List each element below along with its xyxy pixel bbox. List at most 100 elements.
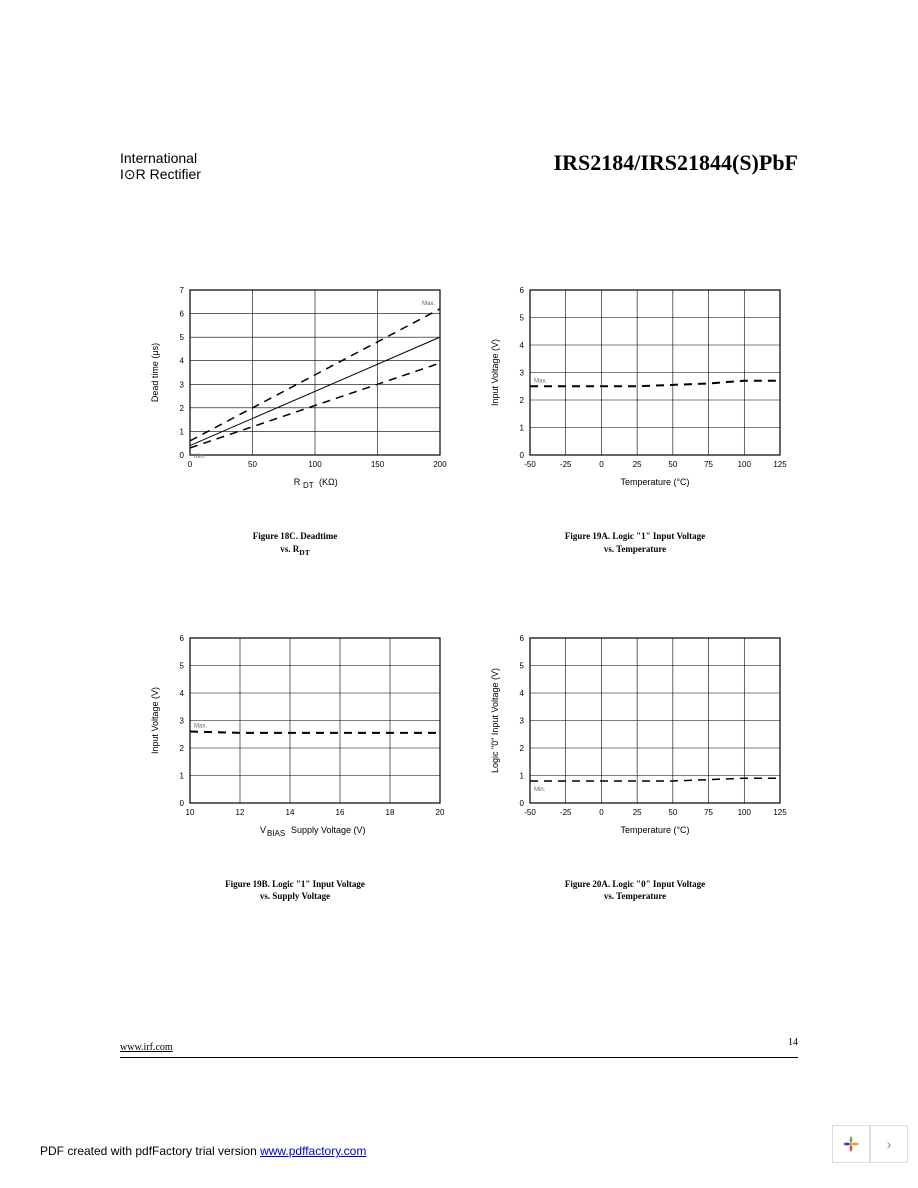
svg-text:0: 0 [180, 799, 185, 808]
svg-text:50: 50 [668, 460, 677, 469]
chart-19b-caption: Figure 19B. Logic "1" Input Voltage vs. … [140, 878, 450, 903]
caption-sub: DT [299, 547, 309, 556]
page-footer: www.irf.com 14 [120, 1037, 798, 1058]
svg-text:5: 5 [180, 661, 185, 670]
part-number-title: IRS2184/IRS21844(S)PbF [554, 150, 798, 176]
chart-row-1: 05010015020001234567Max.Min.Dead time (μ… [140, 280, 790, 558]
svg-text:50: 50 [248, 460, 257, 469]
svg-text:V: V [260, 825, 266, 835]
svg-text:Input Voltage (V): Input Voltage (V) [490, 339, 500, 406]
svg-text:Logic "0" Input Voltage (V): Logic "0" Input Voltage (V) [490, 668, 500, 773]
svg-text:Min.: Min. [534, 787, 546, 793]
svg-text:-25: -25 [560, 460, 572, 469]
page: International I⊙R Rectifier IRS2184/IRS2… [0, 0, 918, 1188]
svg-text:4: 4 [520, 689, 525, 698]
svg-text:150: 150 [371, 460, 385, 469]
flower-svg [841, 1134, 861, 1154]
svg-text:R: R [294, 477, 301, 487]
svg-text:5: 5 [520, 661, 525, 670]
chart-19b-svg: 1012141618200123456Max.Input Voltage (V)… [140, 628, 450, 848]
svg-text:1: 1 [520, 424, 525, 433]
svg-text:2: 2 [520, 744, 525, 753]
svg-text:-25: -25 [560, 808, 572, 817]
footer-rule [120, 1057, 798, 1058]
svg-text:1: 1 [520, 771, 525, 780]
svg-text:3: 3 [520, 716, 525, 725]
chart-row-2: 1012141618200123456Max.Input Voltage (V)… [140, 628, 790, 903]
svg-text:1: 1 [180, 427, 185, 436]
chart-19a-svg: -50-2502550751001250123456Max.Input Volt… [480, 280, 790, 500]
svg-text:DT: DT [303, 481, 314, 490]
svg-text:Max.: Max. [422, 301, 435, 307]
caption-line: Figure 19A. Logic "1" Input Voltage [565, 531, 705, 541]
svg-text:0: 0 [599, 460, 604, 469]
caption-line: Figure 18C. Deadtime [253, 531, 338, 541]
chart-19a: -50-2502550751001250123456Max.Input Volt… [480, 280, 790, 558]
caption-line: vs. Supply Voltage [260, 891, 330, 901]
svg-text:6: 6 [520, 634, 525, 643]
footer-url[interactable]: www.irf.com [120, 1042, 173, 1053]
watermark-text: PDF created with pdfFactory trial versio… [40, 1144, 260, 1158]
svg-text:75: 75 [704, 808, 713, 817]
svg-text:2: 2 [180, 744, 185, 753]
svg-text:25: 25 [633, 808, 642, 817]
svg-text:50: 50 [668, 808, 677, 817]
svg-text:10: 10 [186, 808, 195, 817]
svg-text:4: 4 [180, 357, 185, 366]
svg-text:2: 2 [520, 396, 525, 405]
svg-text:3: 3 [520, 369, 525, 378]
chart-19a-caption: Figure 19A. Logic "1" Input Voltage vs. … [480, 530, 790, 555]
charts-area: 05010015020001234567Max.Min.Dead time (μ… [140, 280, 790, 973]
chart-20a: -50-2502550751001250123456Min.Logic "0" … [480, 628, 790, 903]
brand-logo: International I⊙R Rectifier [120, 150, 201, 183]
svg-text:2: 2 [180, 404, 185, 413]
caption-line: vs. Temperature [604, 891, 666, 901]
svg-text:12: 12 [236, 808, 245, 817]
svg-text:100: 100 [738, 460, 752, 469]
chart-18c-caption: Figure 18C. Deadtime vs. RDT [140, 530, 450, 558]
logo-line1: International [120, 150, 201, 166]
svg-text:Input Voltage (V): Input Voltage (V) [150, 687, 160, 754]
pdf-watermark-bar: PDF created with pdfFactory trial versio… [40, 1144, 918, 1158]
svg-text:125: 125 [773, 460, 787, 469]
svg-text:(KΩ): (KΩ) [319, 477, 338, 487]
svg-text:0: 0 [188, 460, 193, 469]
svg-text:200: 200 [433, 460, 447, 469]
svg-text:20: 20 [436, 808, 445, 817]
svg-text:6: 6 [180, 310, 185, 319]
flower-icon[interactable] [832, 1125, 870, 1163]
watermark-link[interactable]: www.pdffactory.com [260, 1144, 366, 1158]
chart-18c: 0 50 100 150 200 0 1 2 3 4 5 6 7 Max. Min. Dead time (μ… [140, 280, 450, 558]
svg-text:6: 6 [520, 286, 525, 295]
svg-text:7: 7 [180, 286, 185, 295]
next-page-button[interactable]: › [870, 1125, 908, 1163]
chart-18c-svg: 0 50 100 150 200 0 1 2 3 4 5 6 7 Max. Min. Dead time (μ… [140, 280, 450, 500]
svg-text:0: 0 [520, 451, 525, 460]
svg-text:3: 3 [180, 716, 185, 725]
caption-line: Figure 20A. Logic "0" Input Voltage [565, 879, 705, 889]
viewer-nav-buttons: › [832, 1125, 908, 1163]
svg-text:5: 5 [520, 314, 525, 323]
svg-text:4: 4 [180, 689, 185, 698]
svg-text:6: 6 [180, 634, 185, 643]
svg-text:Min.: Min. [194, 454, 206, 460]
svg-text:-50: -50 [524, 808, 536, 817]
svg-text:0: 0 [599, 808, 604, 817]
caption-line: vs. R [280, 544, 299, 554]
caption-line: vs. Temperature [604, 544, 666, 554]
svg-text:18: 18 [386, 808, 395, 817]
svg-text:0: 0 [180, 451, 185, 460]
svg-text:Dead time (μs): Dead time (μs) [150, 343, 160, 402]
caption-line: Figure 19B. Logic "1" Input Voltage [225, 879, 365, 889]
logo-line2: I⊙R Rectifier [120, 166, 201, 183]
svg-text:5: 5 [180, 333, 185, 342]
svg-text:Supply Voltage (V): Supply Voltage (V) [291, 825, 366, 835]
chart-20a-caption: Figure 20A. Logic "0" Input Voltage vs. … [480, 878, 790, 903]
svg-text:100: 100 [308, 460, 322, 469]
svg-text:BIAS: BIAS [267, 829, 285, 838]
svg-text:Max.: Max. [534, 378, 547, 384]
svg-text:14: 14 [286, 808, 295, 817]
svg-text:16: 16 [336, 808, 345, 817]
svg-text:3: 3 [180, 380, 185, 389]
svg-text:125: 125 [773, 808, 787, 817]
